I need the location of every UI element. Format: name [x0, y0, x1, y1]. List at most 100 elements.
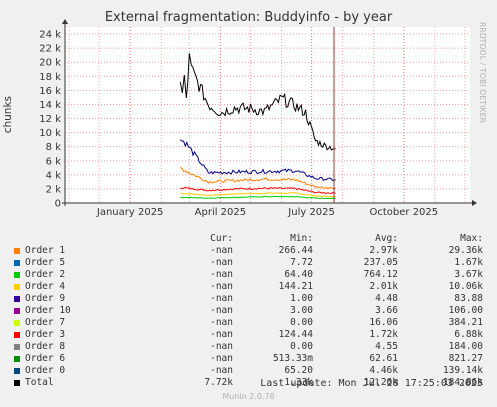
legend-cur: -nan	[210, 305, 233, 316]
series-line-order-2	[180, 195, 336, 200]
y-axis-arrow	[62, 19, 68, 24]
minor-gridlines	[68, 27, 466, 203]
header-cur: Cur:	[210, 233, 233, 244]
legend-avg: 4.48	[375, 293, 398, 304]
legend-avg: 3.66	[375, 305, 398, 316]
legend-row: Order 8 -nan 0.00 4.55 184.00	[0, 341, 497, 353]
legend-name: Order 9	[25, 293, 66, 304]
legend-row: Order 4 -nan 144.21 2.01k 10.06k	[0, 281, 497, 293]
legend-cur: -nan	[210, 269, 233, 280]
munin-version: Munin 2.0.76	[222, 392, 275, 401]
legend-cur: -nan	[210, 365, 233, 376]
legend-swatch	[14, 380, 20, 386]
legend-max: 83.88	[454, 293, 483, 304]
legend-cur: -nan	[210, 329, 233, 340]
header-avg: Avg:	[375, 233, 398, 244]
legend-cur: -nan	[210, 353, 233, 364]
legend-min: 144.21	[278, 281, 313, 292]
rrdtool-credit: RRDTOOL / TOBI OETIKER	[478, 22, 487, 123]
legend-name: Order 3	[25, 329, 66, 340]
x-tick-labels: January 2025 April 2025 July 2025 October 2…	[96, 207, 438, 218]
legend-swatch	[14, 260, 20, 266]
legend-name: Order 1	[25, 245, 66, 256]
y-tick-label: 18 k	[39, 72, 61, 83]
y-tick-label: 12 k	[39, 114, 61, 125]
legend-max: 384.21	[448, 317, 483, 328]
y-tick-label: 6 k	[46, 156, 62, 167]
series-line-order-3	[180, 186, 336, 195]
series-line-order-4	[180, 192, 336, 198]
legend-row: Order 0 -nan 65.20 4.46k 139.14k	[0, 365, 497, 377]
y-tick-label: 0	[55, 199, 61, 210]
legend-name: Order 8	[25, 341, 66, 352]
legend-avg: 237.05	[363, 257, 398, 268]
legend-avg: 764.12	[363, 269, 398, 280]
legend-max: 184.00	[448, 341, 483, 352]
legend-cur: -nan	[210, 341, 233, 352]
series-line-order-1	[179, 166, 336, 190]
legend-name: Order 4	[25, 281, 66, 292]
y-tick-label: 14 k	[39, 100, 61, 111]
legend-swatch	[14, 368, 20, 374]
legend-avg: 4.46k	[369, 365, 398, 376]
legend-row: Order 3 -nan 124.44 1.72k 6.88k	[0, 329, 497, 341]
legend-row: Order 5 -nan 7.72 237.05 1.67k	[0, 257, 497, 269]
legend-avg: 2.01k	[369, 281, 398, 292]
plot-background	[65, 27, 470, 203]
chart-area: 0 2 k 4 k 6 k 8 k 10 k 12 k 14 k 16 k 18 k 20 k 22 …	[39, 19, 477, 218]
y-tick-label: 22 k	[39, 44, 61, 55]
series-lines	[179, 53, 336, 200]
legend-avg: 62.61	[369, 353, 398, 364]
legend-name: Order 10	[25, 305, 71, 316]
legend-max: 3.67k	[454, 269, 483, 280]
legend-min: 0.00	[290, 341, 313, 352]
legend-min: 1.33k	[284, 377, 313, 388]
legend-min: 513.33m	[272, 353, 313, 364]
legend-min: 3.00	[290, 305, 313, 316]
legend-name: Order 7	[25, 317, 66, 328]
legend-swatch	[14, 272, 20, 278]
x-tick-label: October 2025	[370, 207, 439, 218]
legend-avg: 12.26k	[363, 377, 398, 388]
x-axis-arrow	[472, 200, 477, 206]
y-tick-label: 24 k	[39, 30, 61, 41]
legend-cur: -nan	[210, 281, 233, 292]
legend-avg: 16.06	[369, 317, 398, 328]
legend-min: 7.72	[290, 257, 313, 268]
legend-min: 0.00	[290, 317, 313, 328]
legend-name: Order 6	[25, 353, 66, 364]
legend-swatch	[14, 296, 20, 302]
legend-name: Order 2	[25, 269, 66, 280]
legend-max: 29.36k	[448, 245, 483, 256]
x-tick-label: January 2025	[96, 207, 164, 218]
chart-title: External fragmentation: Buddyinfo - by y…	[104, 10, 393, 25]
x-tick-label: April 2025	[195, 207, 246, 218]
legend-avg: 2.97k	[369, 245, 398, 256]
legend-cur: -nan	[210, 257, 233, 268]
legend-avg: 1.72k	[369, 329, 398, 340]
legend-max: 6.88k	[454, 329, 483, 340]
legend-swatch	[14, 284, 20, 290]
legend-name: Order 5	[25, 257, 66, 268]
legend-swatch	[14, 320, 20, 326]
legend-name: Total	[25, 377, 54, 388]
legend-row: Order 6 -nan 513.33m 62.61 821.27	[0, 353, 497, 365]
legend-row: Total 7.72k 1.33k 12.26k 184.86k	[0, 377, 497, 389]
y-tick-label: 2 k	[46, 184, 62, 195]
legend-max: 1.67k	[454, 257, 483, 268]
y-tick-label: 16 k	[39, 86, 61, 97]
legend-swatch	[14, 308, 20, 314]
x-tick-label: July 2025	[287, 207, 335, 218]
y-tick-label: 4 k	[46, 170, 62, 181]
legend-avg: 4.55	[375, 341, 398, 352]
header-max: Max:	[460, 233, 483, 244]
y-tick-labels: 0 2 k 4 k 6 k 8 k 10 k 12 k 14 k 16 k 18 k 20 k 22 …	[39, 30, 61, 210]
legend-min: 64.40	[284, 269, 313, 280]
legend-min: 65.20	[284, 365, 313, 376]
legend-row: Order 7 -nan 0.00 16.06 384.21	[0, 317, 497, 329]
y-tick-label: 20 k	[39, 58, 61, 69]
legend-cur: -nan	[210, 293, 233, 304]
legend-max: 139.14k	[442, 365, 483, 376]
legend-swatch	[14, 248, 20, 254]
header-min: Min:	[290, 233, 313, 244]
